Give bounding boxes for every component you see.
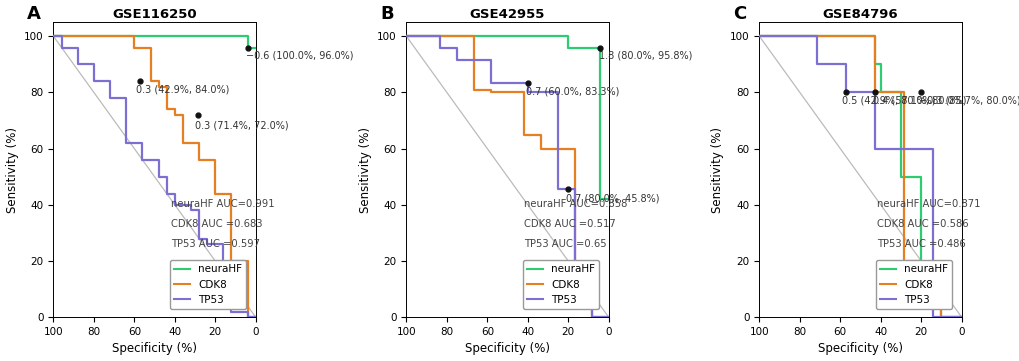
Text: 0.3 (42.9%, 84.0%): 0.3 (42.9%, 84.0%) [137, 84, 229, 94]
Text: 1.8 (80.0%, 95.8%): 1.8 (80.0%, 95.8%) [598, 50, 691, 60]
Text: neuraHF AUC=0.858

CDK8 AUC =0.517

TP53 AUC =0.65: neuraHF AUC=0.858 CDK8 AUC =0.517 TP53 A… [523, 199, 627, 249]
Y-axis label: Sensitivity (%): Sensitivity (%) [711, 127, 723, 213]
Text: A: A [28, 5, 41, 22]
Title: GSE116250: GSE116250 [112, 8, 197, 21]
Text: neuraHF AUC=0.991

CDK8 AUC =0.683

TP53 AUC =0.597: neuraHF AUC=0.991 CDK8 AUC =0.683 TP53 A… [170, 199, 274, 249]
Title: GSE42955: GSE42955 [470, 8, 545, 21]
Text: B: B [380, 5, 393, 22]
Text: −0.6 (100.0%, 96.0%): −0.6 (100.0%, 96.0%) [246, 50, 353, 60]
Legend: neuraHF, CDK8, TP53: neuraHF, CDK8, TP53 [170, 260, 246, 309]
Title: GSE84796: GSE84796 [822, 8, 898, 21]
Text: 0.7 (80.0%, 45.8%): 0.7 (80.0%, 45.8%) [566, 193, 659, 204]
Text: 0.4 (57.1%, 80.0%): 0.4 (57.1%, 80.0%) [872, 95, 965, 105]
Text: 0.5 (42.9%, 80.0%): 0.5 (42.9%, 80.0%) [842, 95, 934, 105]
Legend: neuraHF, CDK8, TP53: neuraHF, CDK8, TP53 [875, 260, 951, 309]
X-axis label: Specificity (%): Specificity (%) [112, 343, 197, 356]
Text: 0.3 (71.4%, 72.0%): 0.3 (71.4%, 72.0%) [195, 121, 288, 131]
X-axis label: Specificity (%): Specificity (%) [465, 343, 549, 356]
Text: −0.3 (85.7%, 80.0%): −0.3 (85.7%, 80.0%) [918, 95, 1019, 105]
X-axis label: Specificity (%): Specificity (%) [817, 343, 902, 356]
Y-axis label: Sensitivity (%): Sensitivity (%) [358, 127, 371, 213]
Legend: neuraHF, CDK8, TP53: neuraHF, CDK8, TP53 [523, 260, 598, 309]
Text: neuraHF AUC=0.871

CDK8 AUC =0.586

TP53 AUC =0.486: neuraHF AUC=0.871 CDK8 AUC =0.586 TP53 A… [876, 199, 979, 249]
Text: C: C [733, 5, 746, 22]
Text: 0.7 (60.0%, 83.3%): 0.7 (60.0%, 83.3%) [525, 87, 619, 97]
Y-axis label: Sensitivity (%): Sensitivity (%) [5, 127, 18, 213]
